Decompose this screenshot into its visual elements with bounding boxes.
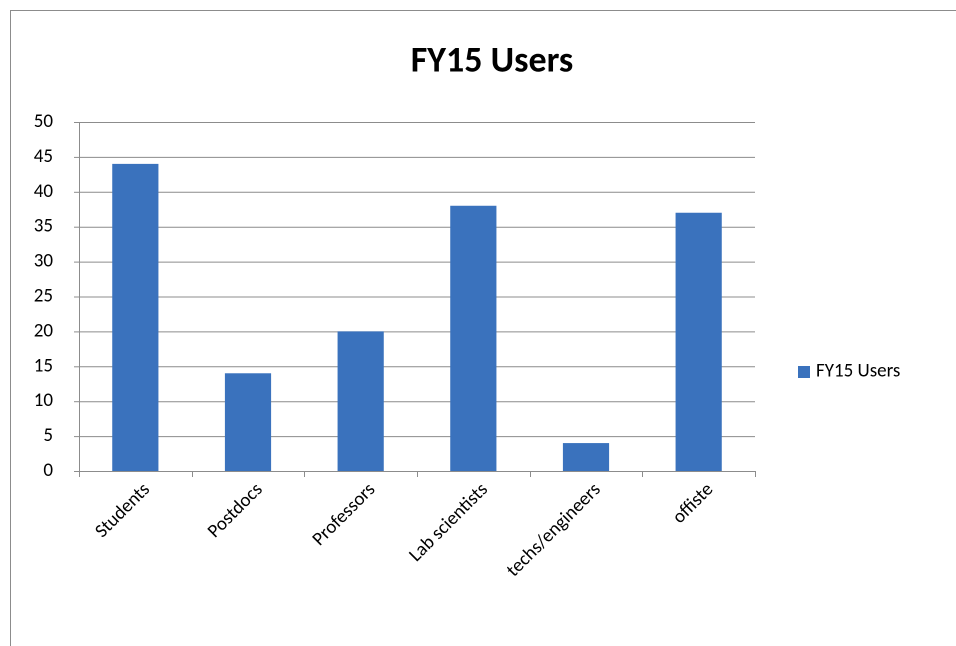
legend-swatch — [798, 366, 810, 378]
y-tick-label: 15 — [34, 354, 53, 377]
chart-title: FY15 Users — [411, 38, 574, 82]
y-tick-label: 45 — [34, 145, 53, 168]
legend-label: FY15 Users — [816, 360, 900, 383]
y-tick-label: 0 — [43, 459, 53, 482]
x-tick-label: techs/engineers — [502, 478, 606, 582]
x-tick-label: Professors — [308, 478, 381, 551]
x-tick-label: Postdocs — [203, 478, 268, 543]
bar — [675, 212, 722, 472]
chart-frame — [10, 10, 956, 646]
y-tick-label: 20 — [34, 319, 54, 342]
x-tick-label: Lab scientists — [404, 478, 492, 566]
x-tick-label: offiste — [668, 478, 718, 528]
y-tick-label: 35 — [34, 215, 53, 238]
y-tick-label: 25 — [34, 285, 53, 308]
bar — [337, 331, 384, 471]
bar — [224, 373, 272, 471]
bar — [112, 163, 159, 471]
y-tick-label: 10 — [34, 389, 54, 412]
y-tick-label: 50 — [34, 110, 54, 133]
bar — [562, 443, 610, 471]
bar — [450, 205, 497, 471]
y-tick-label: 30 — [34, 250, 54, 273]
x-tick-label: Students — [90, 478, 154, 542]
y-tick-label: 40 — [34, 180, 54, 203]
y-tick-label: 5 — [43, 424, 53, 447]
